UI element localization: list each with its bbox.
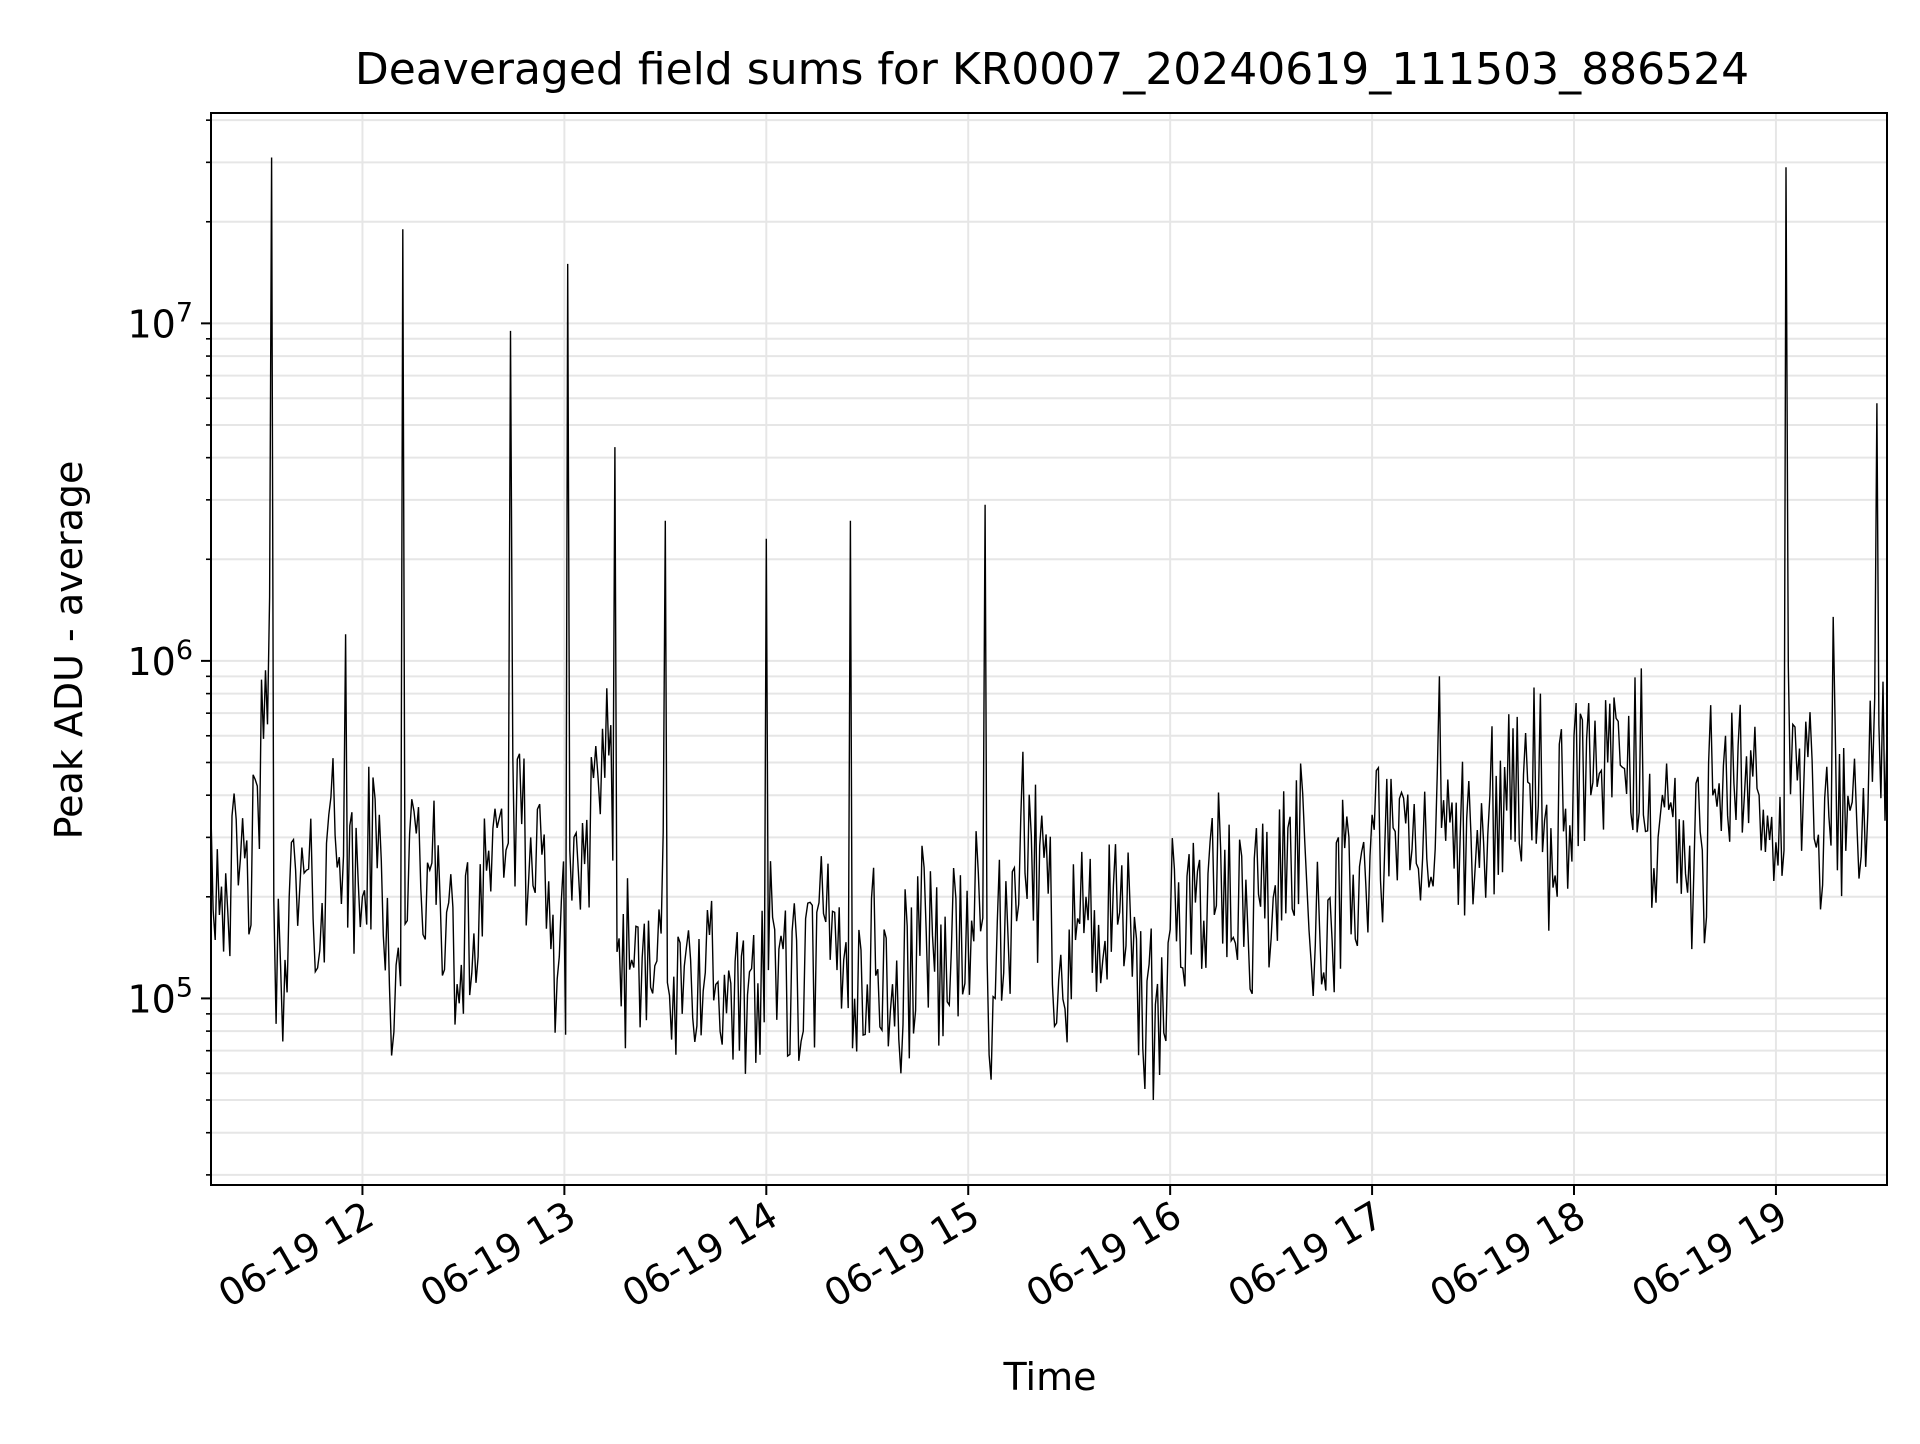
x-axis-label: Time: [1003, 1355, 1097, 1399]
chart-title: Deaveraged field sums for KR0007_2024061…: [355, 44, 1749, 95]
plot-frame: [210, 112, 1888, 1186]
series-layer: [210, 157, 1888, 1101]
y-tick-label: 105: [127, 972, 193, 1021]
y-tick-label: 107: [127, 297, 193, 346]
y-tick-label: 106: [127, 635, 193, 684]
y-axis-label: Peak ADU - average: [47, 461, 91, 840]
series-line: [210, 157, 1888, 1101]
